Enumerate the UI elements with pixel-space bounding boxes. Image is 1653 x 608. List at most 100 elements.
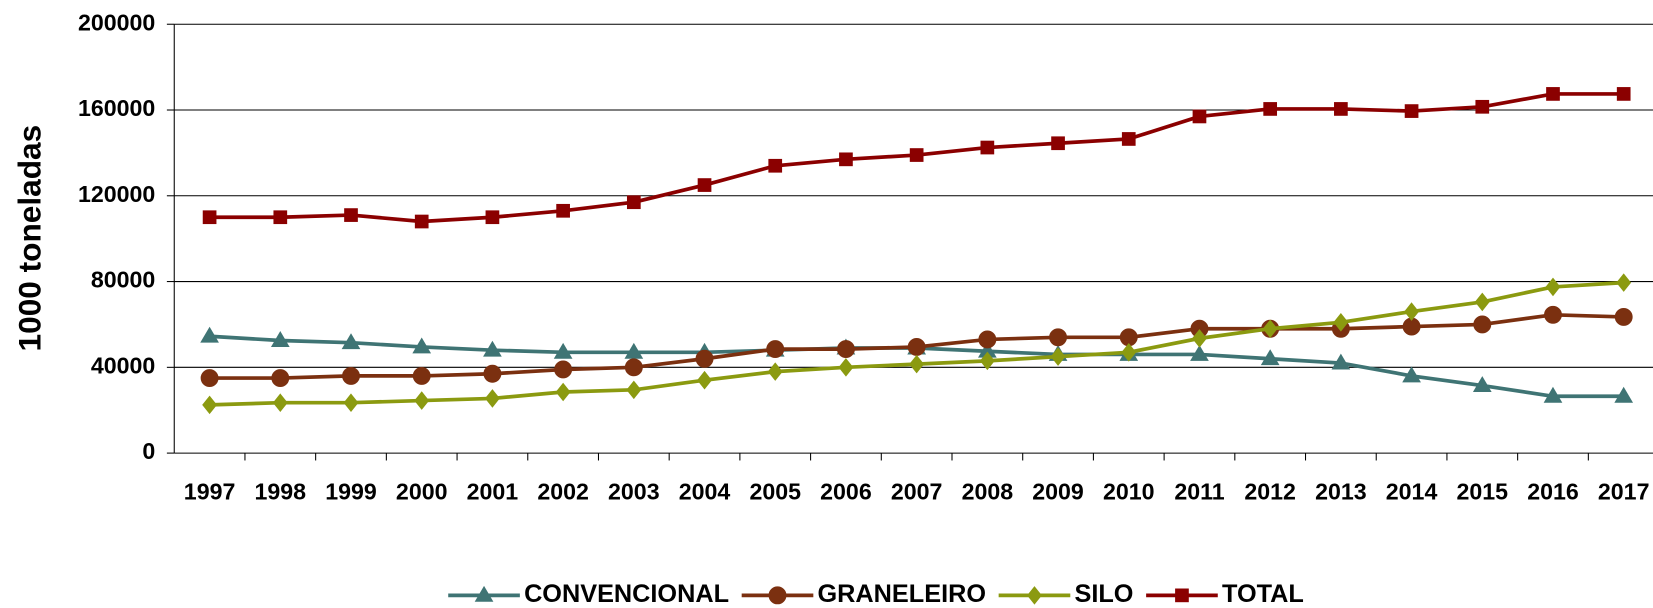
marker xyxy=(1049,328,1068,347)
marker xyxy=(980,140,995,155)
marker xyxy=(1614,307,1633,326)
x-tick-label: 2007 xyxy=(891,478,943,504)
legend-label: GRANELEIRO xyxy=(818,580,986,608)
marker xyxy=(1546,87,1560,101)
marker xyxy=(978,330,997,349)
marker xyxy=(697,370,712,390)
marker xyxy=(341,333,361,350)
marker xyxy=(624,358,643,377)
y-axis-label: 1000 toneladas xyxy=(11,125,47,352)
marker xyxy=(1614,386,1634,403)
x-tick-label: 1999 xyxy=(325,478,377,504)
marker xyxy=(1616,87,1631,101)
marker xyxy=(1262,319,1278,339)
marker xyxy=(271,369,290,388)
y-tick-label: 40000 xyxy=(91,352,155,378)
marker xyxy=(414,391,430,410)
marker xyxy=(766,340,785,359)
marker xyxy=(626,380,642,400)
x-tick-label: 1998 xyxy=(255,478,307,504)
marker xyxy=(412,337,432,354)
marker xyxy=(1545,277,1561,297)
x-tick-label: 2008 xyxy=(962,478,1014,504)
marker xyxy=(474,585,494,602)
y-tick-label: 80000 xyxy=(91,267,155,293)
marker xyxy=(695,349,714,368)
marker xyxy=(1472,376,1492,392)
y-tick-label: 0 xyxy=(142,438,155,464)
x-tick-label: 2002 xyxy=(537,478,589,504)
marker xyxy=(553,342,573,359)
marker xyxy=(344,208,358,222)
x-tick-label: 2015 xyxy=(1457,478,1509,504)
marker xyxy=(1544,305,1562,324)
marker xyxy=(202,395,218,415)
marker xyxy=(483,340,502,357)
x-tick-label: 2009 xyxy=(1032,478,1084,504)
marker xyxy=(483,364,502,383)
marker xyxy=(342,366,360,385)
marker xyxy=(556,203,570,218)
marker xyxy=(554,360,573,379)
legend-label: SILO xyxy=(1075,580,1134,608)
marker xyxy=(1260,349,1280,366)
marker xyxy=(1175,588,1189,603)
x-tick-label: 2003 xyxy=(608,478,660,504)
marker xyxy=(1474,292,1490,312)
marker xyxy=(270,331,290,347)
marker xyxy=(484,389,500,408)
y-tick-label: 200000 xyxy=(78,9,155,35)
marker xyxy=(767,362,783,381)
marker xyxy=(1190,344,1209,361)
x-tick-label: 2010 xyxy=(1103,478,1155,504)
marker xyxy=(1027,586,1042,605)
marker xyxy=(768,586,787,605)
marker xyxy=(1331,353,1351,370)
marker xyxy=(907,338,926,356)
x-tick-label: 2011 xyxy=(1174,478,1224,504)
marker xyxy=(1616,273,1632,292)
legend-label: TOTAL xyxy=(1222,580,1304,608)
x-tick-label: 1997 xyxy=(184,478,236,504)
marker xyxy=(979,351,995,371)
marker xyxy=(697,178,712,192)
marker xyxy=(200,326,219,343)
marker xyxy=(1121,343,1137,362)
marker xyxy=(624,342,644,359)
marker xyxy=(1543,386,1563,403)
x-tick-label: 2016 xyxy=(1527,478,1579,504)
x-tick-label: 2004 xyxy=(679,478,731,504)
x-tick-label: 2000 xyxy=(396,478,448,504)
marker xyxy=(1263,102,1278,116)
marker xyxy=(768,158,783,173)
marker xyxy=(1475,99,1490,114)
marker xyxy=(1404,302,1420,321)
marker xyxy=(202,210,217,225)
marker xyxy=(1192,329,1207,348)
marker xyxy=(909,354,925,374)
marker xyxy=(1402,366,1421,383)
marker xyxy=(485,210,500,225)
x-tick-label: 2014 xyxy=(1386,478,1438,504)
marker xyxy=(1121,132,1136,146)
x-tick-label: 2013 xyxy=(1315,478,1367,504)
marker xyxy=(839,152,853,167)
legend-label: CONVENCIONAL xyxy=(524,580,729,608)
x-tick-label: 2017 xyxy=(1598,478,1650,504)
marker xyxy=(414,214,429,229)
marker xyxy=(1333,313,1349,332)
x-tick-label: 2001 xyxy=(467,478,519,504)
y-tick-label: 120000 xyxy=(78,181,155,207)
marker xyxy=(273,210,288,225)
x-tick-label: 2006 xyxy=(820,478,872,504)
marker xyxy=(343,393,359,412)
marker xyxy=(1050,347,1066,366)
marker xyxy=(272,393,288,412)
marker xyxy=(1334,102,1348,116)
legend: CONVENCIONAL GRANELEIRO SILO TOTAL xyxy=(448,580,1304,608)
marker xyxy=(1051,136,1065,151)
marker xyxy=(200,369,219,388)
marker xyxy=(836,340,855,359)
marker xyxy=(1404,104,1419,118)
